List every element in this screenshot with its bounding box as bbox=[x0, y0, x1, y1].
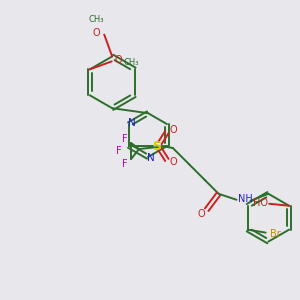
Text: CH₃: CH₃ bbox=[88, 15, 104, 24]
Text: CH₃: CH₃ bbox=[124, 58, 139, 67]
Text: S: S bbox=[152, 140, 161, 152]
Text: NH: NH bbox=[238, 194, 253, 204]
Text: F: F bbox=[122, 159, 128, 169]
Text: F: F bbox=[122, 134, 128, 144]
Text: Br: Br bbox=[270, 229, 281, 238]
Text: O: O bbox=[115, 56, 122, 65]
Text: F: F bbox=[116, 146, 122, 156]
Text: O: O bbox=[92, 28, 100, 38]
Text: O: O bbox=[169, 125, 177, 135]
Text: O: O bbox=[198, 209, 206, 219]
Text: N: N bbox=[147, 153, 155, 163]
Text: N: N bbox=[128, 118, 136, 128]
Text: O: O bbox=[169, 157, 177, 167]
Text: HO: HO bbox=[253, 198, 268, 208]
